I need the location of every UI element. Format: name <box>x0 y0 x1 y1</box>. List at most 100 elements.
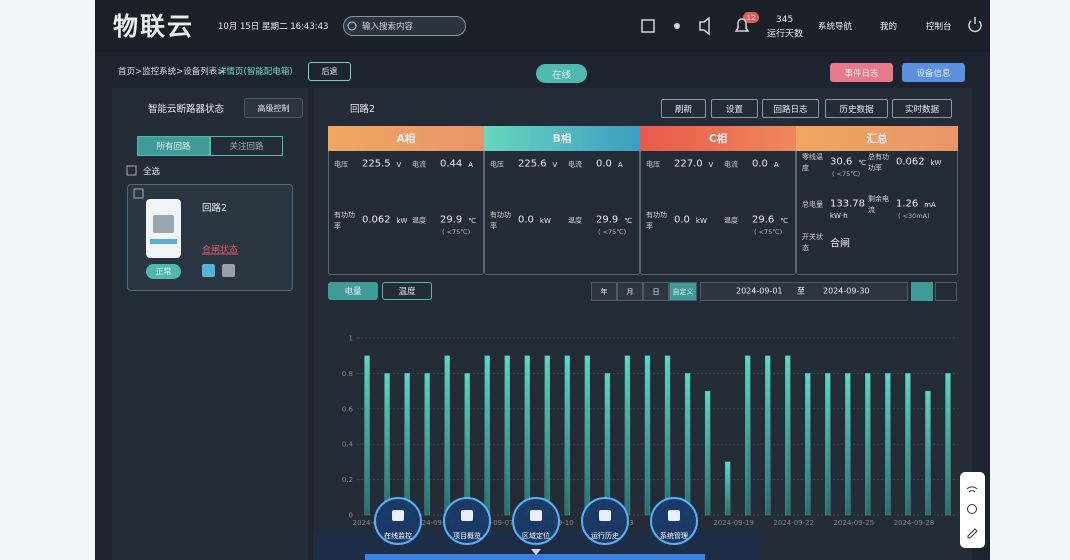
dock-icon <box>461 510 473 521</box>
bar <box>644 355 651 516</box>
bar <box>885 373 891 516</box>
tab[interactable]: 关注回路 <box>210 136 283 156</box>
y-tick-label: 1 <box>349 335 353 343</box>
chart-tab[interactable]: 温度 <box>382 282 432 300</box>
field-value: 29.9 <box>596 214 619 226</box>
field-unit: kW <box>396 217 408 225</box>
dock-label: 运行历史 <box>591 531 619 540</box>
card-state[interactable]: 合闸状态 <box>202 245 239 256</box>
field-unit: mA <box>924 201 936 209</box>
float-toolbar <box>960 472 985 548</box>
right-panel <box>314 88 972 560</box>
bar <box>564 355 570 516</box>
x-tick-label: 2024-09-22 <box>773 519 814 527</box>
period-tab[interactable]: 日 <box>643 282 669 301</box>
left-panel <box>112 88 308 560</box>
chart-tab[interactable]: 电量 <box>328 282 378 300</box>
panel-button[interactable]: 设置 <box>711 99 758 118</box>
field-unit: V <box>552 161 558 169</box>
field-label: 有功功率 <box>490 211 511 230</box>
x-tick-label: 2024-09-28 <box>894 519 935 527</box>
y-tick-label: 0.6 <box>342 405 354 413</box>
y-tick-label: 0.2 <box>342 476 353 484</box>
field-value: 0.062 <box>362 214 391 226</box>
panel-button[interactable]: 实时数据 <box>892 99 952 118</box>
x-tick-label: 2024-09-25 <box>833 519 874 527</box>
bar <box>604 373 611 516</box>
help-icon[interactable] <box>967 504 977 514</box>
dock-label: 系统管理 <box>660 531 688 540</box>
field-note: ( <75℃) <box>598 228 627 236</box>
dock-icon <box>530 510 542 521</box>
dock-icon <box>668 510 680 521</box>
tab[interactable]: 所有回路 <box>137 136 210 156</box>
panel-button[interactable]: 历史数据 <box>825 99 888 118</box>
field-value: 225.6 <box>518 158 547 170</box>
bar <box>945 373 951 516</box>
datetime: 10月 15日 星期二 16:43:43 <box>218 22 329 32</box>
bar <box>464 373 470 516</box>
field-label: 电流 <box>724 160 738 169</box>
bar <box>504 355 510 516</box>
bar <box>825 373 831 516</box>
back-button[interactable]: 后退 <box>308 62 351 81</box>
wifi-icon[interactable] <box>966 486 978 493</box>
bar <box>865 373 871 516</box>
panel-button[interactable]: 回路日志 <box>762 99 819 118</box>
line-view[interactable] <box>935 282 957 301</box>
bell-icon[interactable] <box>734 18 750 32</box>
fullscreen-icon[interactable] <box>641 19 655 33</box>
bar <box>745 355 751 516</box>
period-tab[interactable]: 自定义 <box>669 282 697 301</box>
bar <box>785 355 791 516</box>
panel-button[interactable]: 刷新 <box>661 99 706 118</box>
power-icon[interactable] <box>968 17 982 33</box>
date-start[interactable]: 2024-09-01 <box>736 286 783 296</box>
status-pill[interactable]: 在线 <box>536 64 587 83</box>
date-to: 至 <box>797 286 805 296</box>
nav-item[interactable]: 我的 <box>880 22 898 32</box>
left-panel-title: 智能云断路器状态 <box>148 104 225 115</box>
period-tab[interactable]: 年 <box>591 282 617 301</box>
nav-item[interactable]: 系统导航 <box>818 22 853 32</box>
sound-icon[interactable] <box>699 16 710 36</box>
edit-icon[interactable] <box>967 528 978 539</box>
y-tick-label: 0 <box>349 512 353 520</box>
search-icon <box>347 21 357 31</box>
field-label: 温度 <box>568 216 582 225</box>
field-note: ( <30mA) <box>898 212 930 220</box>
field-label: 电流 <box>568 160 582 169</box>
device-image <box>146 199 181 258</box>
bar <box>845 373 851 516</box>
bar <box>664 355 671 516</box>
date-end[interactable]: 2024-09-30 <box>823 286 870 296</box>
search-box[interactable]: 输入搜索内容 <box>343 16 466 36</box>
event-log-button[interactable]: 事件日志 <box>830 63 893 82</box>
run-days: 345 <box>776 15 794 25</box>
field-label: 温度 <box>412 216 426 225</box>
breadcrumb-current: 详情页(智能配电箱) <box>218 67 293 77</box>
field-value: 0.062 <box>896 156 925 168</box>
card-icon-1[interactable] <box>202 264 215 277</box>
field-unit: kW <box>539 217 551 225</box>
advanced-control[interactable]: 高级控制 <box>244 98 303 118</box>
period-tab[interactable]: 月 <box>617 282 643 301</box>
card-checkbox[interactable] <box>133 188 144 199</box>
device-info-button[interactable]: 设备信息 <box>902 63 965 82</box>
field-unit: A <box>773 161 779 169</box>
card-icon-2[interactable] <box>222 264 235 277</box>
bar-view[interactable] <box>911 282 933 301</box>
card-name: 回路2 <box>202 203 228 214</box>
nav-item[interactable]: 控制台 <box>926 22 952 32</box>
field-label: 温度 <box>724 216 738 225</box>
dot-icon <box>674 23 680 29</box>
field-note: ( <75℃) <box>442 228 471 236</box>
field-value: 0.0 <box>596 158 612 170</box>
bar <box>704 390 711 516</box>
select-all-checkbox[interactable] <box>126 165 137 176</box>
field-unit: kW <box>930 159 942 167</box>
logo: 物联云 <box>113 12 195 41</box>
field-unit: ℃ <box>624 217 633 225</box>
